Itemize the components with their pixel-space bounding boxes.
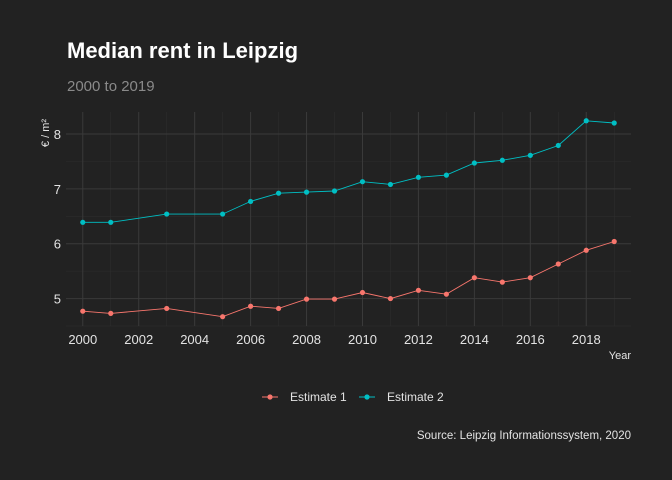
data-point: [220, 211, 226, 217]
data-point: [80, 219, 86, 225]
data-point: [443, 291, 449, 297]
data-point: [303, 189, 310, 195]
legend-item: Estimate 2: [359, 390, 444, 404]
series-layer: [80, 118, 617, 320]
x-tick-label: 2008: [292, 332, 321, 347]
y-tick-label: 7: [54, 182, 61, 197]
data-point: [387, 181, 394, 188]
data-point: [80, 308, 86, 314]
chart-title: Median rent in Leipzig: [67, 38, 298, 63]
data-point: [248, 198, 254, 205]
x-tick-label: 2000: [68, 332, 97, 347]
data-point: [415, 174, 422, 180]
y-tick-label: 6: [54, 237, 61, 252]
data-point: [359, 179, 366, 185]
data-point: [555, 261, 561, 267]
data-point: [611, 238, 617, 245]
series-line: [82, 241, 615, 318]
data-point: [415, 287, 422, 293]
data-point: [303, 296, 310, 302]
chart-caption: Source: Leipzig Informationssystem, 2020: [417, 430, 631, 442]
data-point: [499, 279, 505, 285]
data-point: [443, 172, 449, 178]
data-point: [527, 152, 533, 158]
grid: [66, 112, 631, 327]
y-tick-label: 5: [54, 292, 61, 307]
x-tick-label: 2010: [348, 332, 377, 347]
series-line: [82, 120, 615, 223]
series-2: [80, 118, 617, 225]
data-point: [387, 295, 394, 302]
data-point: [527, 275, 533, 281]
x-tick-label: 2004: [180, 332, 209, 347]
legend: Estimate 1 Estimate 2: [262, 390, 444, 404]
legend-item: Estimate 1: [262, 390, 347, 404]
chart-subtitle: 2000 to 2019: [67, 78, 155, 95]
x-tick-label: 2012: [404, 332, 433, 347]
data-point: [555, 142, 561, 149]
x-tick-label: 2018: [572, 332, 601, 347]
data-point: [108, 219, 114, 225]
x-tick-label: 2006: [236, 332, 265, 347]
x-tick-label: 2014: [460, 332, 489, 347]
data-point: [583, 247, 589, 253]
data-point: [611, 120, 617, 126]
x-axis-ticks: 2000 2002 2004 2006 2008 2010 2012 2014 2016 2018: [68, 332, 600, 347]
data-point: [275, 190, 282, 196]
y-axis-label: € / m²: [40, 119, 52, 147]
data-point: [220, 314, 226, 320]
y-axis-ticks: 5 6 7 8: [54, 127, 61, 307]
x-axis-label: Year: [609, 350, 632, 362]
y-tick-label: 8: [54, 127, 61, 142]
legend-label: Estimate 1: [290, 390, 347, 404]
data-point: [583, 118, 589, 124]
legend-key-point: [267, 394, 273, 400]
legend-label: Estimate 2: [387, 390, 444, 404]
data-point: [248, 303, 254, 309]
data-point: [359, 289, 366, 296]
data-point: [331, 188, 338, 194]
data-point: [471, 160, 477, 166]
data-point: [331, 296, 338, 302]
data-point: [499, 157, 505, 163]
data-point: [164, 211, 170, 217]
x-tick-label: 2016: [516, 332, 545, 347]
data-point: [275, 305, 282, 312]
data-point: [471, 275, 477, 281]
data-point: [108, 310, 114, 316]
legend-key-point: [364, 394, 370, 400]
series-1: [80, 238, 617, 320]
x-tick-label: 2002: [124, 332, 153, 347]
data-point: [164, 305, 170, 312]
